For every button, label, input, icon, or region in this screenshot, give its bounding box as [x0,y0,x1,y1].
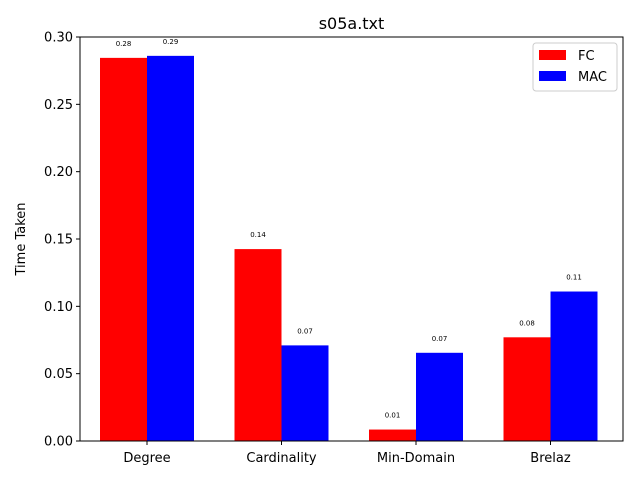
legend-label-fc: FC [578,49,595,64]
bar-fc-cardinality [234,249,282,441]
data-label-fc-cardinality: 0.14 [250,231,266,239]
legend-label-mac: MAC [578,70,607,85]
y-axis: 0.00 0.05 0.10 0.15 0.20 0.25 0.30 [44,31,80,450]
x-tick-label: Cardinality [246,451,317,466]
x-tick-label: Min-Domain [377,451,455,466]
y-tick-label: 0.10 [44,300,73,315]
data-label-fc-min-domain: 0.01 [385,412,401,420]
legend-swatch-mac [539,71,566,81]
legend: FC MAC [532,42,618,92]
legend-swatch-fc [539,50,566,60]
plot-frame [79,36,624,442]
bars-group [100,55,598,442]
y-tick-label: 0.25 [44,98,73,113]
chart-title: s05a.txt [319,14,385,33]
x-tick-label: Degree [123,451,170,466]
data-label-fc-brelaz: 0.08 [519,319,535,327]
y-tick-label: 0.05 [44,367,73,382]
bar-mac-min-domain [416,352,463,441]
bar-mac-degree [147,55,194,441]
bar-fc-min-domain [369,429,416,441]
data-label-mac-min-domain: 0.07 [432,335,448,343]
x-axis: Degree Cardinality Min-Domain Brelaz [123,441,571,466]
y-tick-label: 0.30 [44,31,73,46]
bar-mac-brelaz [550,291,598,441]
bar-fc-brelaz [503,337,551,441]
data-label-fc-degree: 0.28 [116,40,132,48]
data-label-mac-degree: 0.29 [163,38,179,46]
y-axis-label: Time Taken [14,202,29,276]
y-tick-label: 0.00 [44,435,73,450]
data-label-mac-cardinality: 0.07 [297,327,313,335]
x-tick-label: Brelaz [530,451,571,466]
y-tick-label: 0.20 [44,165,73,180]
y-tick-label: 0.15 [44,233,73,248]
bar-fc-degree [100,57,147,442]
data-labels-group: 0.28 0.29 0.14 0.07 0.01 0.07 0.08 0.11 [116,38,582,420]
bar-mac-cardinality [281,345,329,441]
data-label-mac-brelaz: 0.11 [566,274,582,282]
